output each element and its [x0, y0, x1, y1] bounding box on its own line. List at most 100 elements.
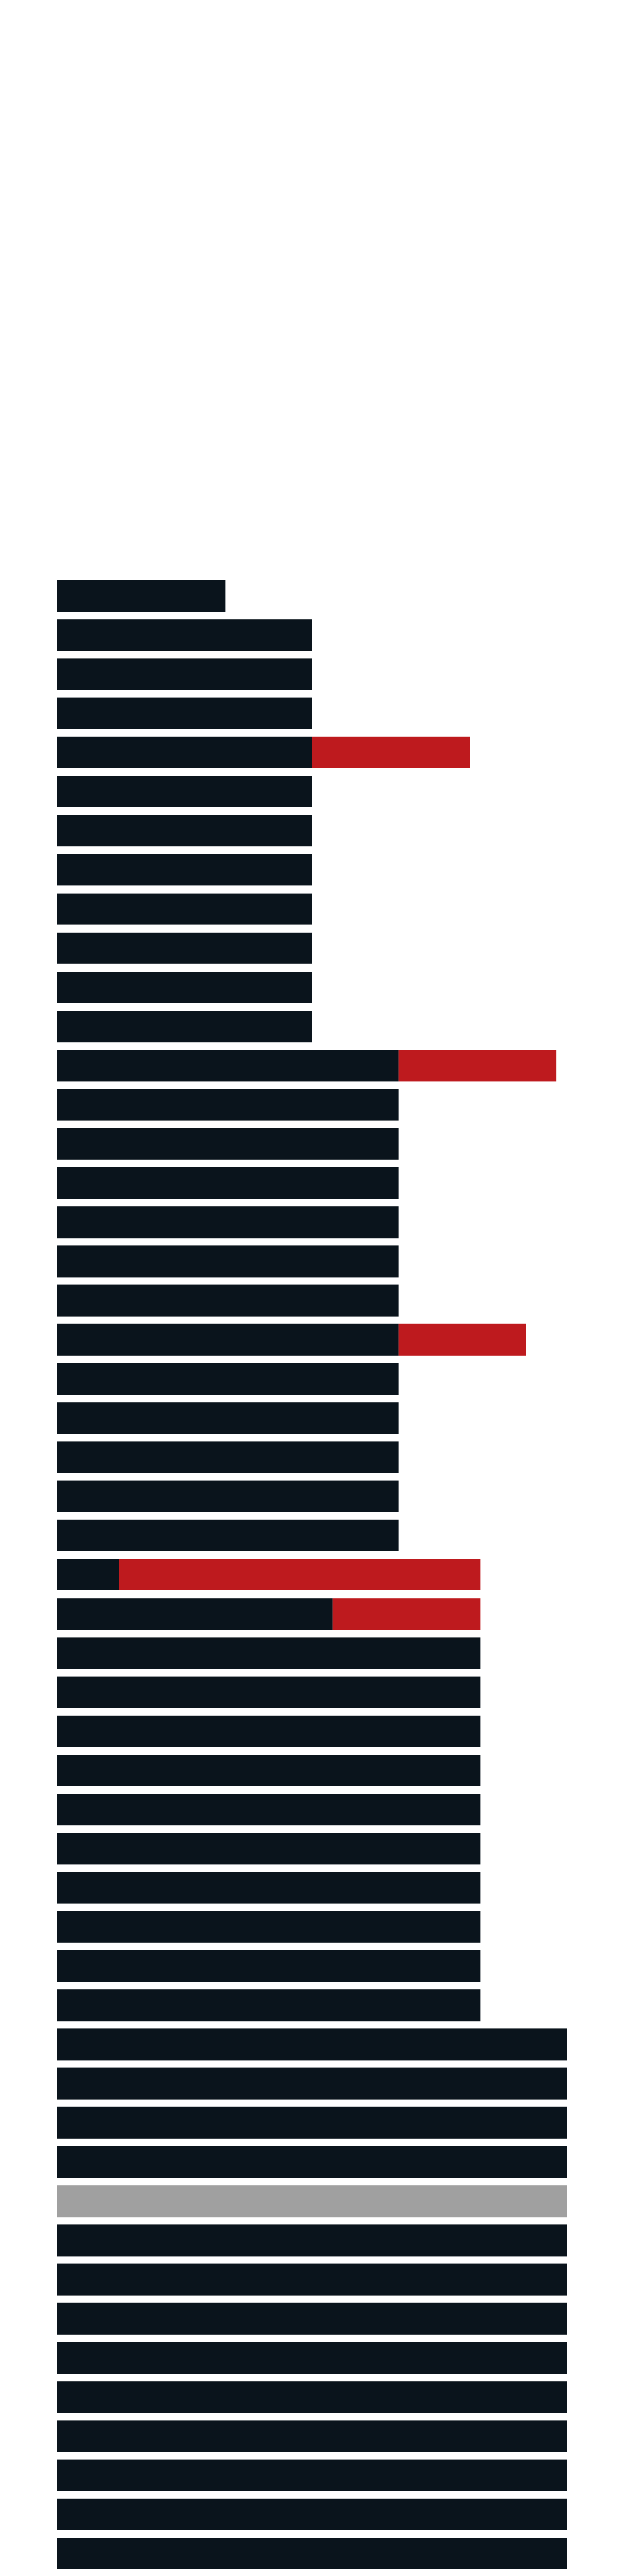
bar-row — [57, 1833, 481, 1865]
bar-row — [57, 1794, 481, 1826]
bar-row — [57, 932, 312, 964]
bar-segment-series-1 — [57, 2146, 567, 2178]
bar-segment-series-1 — [57, 1833, 481, 1865]
bar-segment-series-1 — [57, 2342, 567, 2374]
bar-segment-series-1 — [57, 1872, 481, 1904]
bar-segment-series-1 — [57, 2459, 567, 2491]
bar-segment-series-1 — [57, 736, 312, 768]
bar-segment-series-1 — [57, 1519, 399, 1551]
bar-segment-series-1 — [57, 972, 312, 1003]
bar-row — [57, 2342, 567, 2374]
bar-row — [57, 854, 312, 886]
bar-segment-series-1 — [57, 2420, 567, 2452]
bar-row — [57, 736, 470, 768]
bar-segment-series-2 — [398, 1050, 557, 1082]
bar-segment-series-1 — [57, 1050, 399, 1082]
bar-segment-series-1 — [57, 1441, 399, 1473]
bar-segment-series-1 — [57, 1402, 399, 1434]
bar-row — [57, 2067, 567, 2100]
bar-row — [57, 580, 226, 612]
bar-row — [57, 1989, 481, 2022]
bar-segment-series-1 — [57, 2381, 567, 2413]
bar-row — [57, 2185, 567, 2218]
bar-row — [57, 893, 312, 925]
bar-segment-series-1 — [57, 1011, 312, 1043]
bar-segment-series-1 — [57, 2302, 567, 2335]
bar-row — [57, 1637, 481, 1669]
bar-row — [57, 1559, 481, 1590]
bar-segment-series-2 — [398, 1323, 526, 1356]
bar-row — [57, 1598, 481, 1630]
bar-segment-series-1 — [57, 1637, 481, 1669]
bar-row — [57, 2459, 567, 2491]
bar-segment-series-1 — [57, 580, 226, 612]
bar-segment-series-2 — [312, 736, 470, 768]
bar-row — [57, 2381, 567, 2413]
bar-row — [57, 2302, 567, 2335]
bar-segment-series-1 — [57, 815, 312, 847]
bar-segment-series-1 — [57, 2028, 567, 2061]
bar-row — [57, 2538, 567, 2569]
bar-segment-series-1 — [57, 1989, 481, 2022]
bar-row — [57, 1363, 399, 1395]
bar-row — [57, 2106, 567, 2139]
bar-row — [57, 1676, 481, 1708]
bar-segment-series-3 — [57, 2185, 567, 2218]
bar-row — [57, 1872, 481, 1904]
bar-segment-series-1 — [57, 854, 312, 886]
bar-segment-series-1 — [57, 2538, 567, 2569]
bar-segment-series-1 — [57, 1755, 481, 1786]
bar-row — [57, 1715, 481, 1747]
bar-row — [57, 1206, 399, 1239]
bar-row — [57, 1128, 399, 1160]
bar-row — [57, 2028, 567, 2061]
bar-segment-series-1 — [57, 1950, 481, 1982]
bar-row — [57, 2498, 567, 2530]
bar-segment-series-1 — [57, 1323, 399, 1356]
bar-segment-series-1 — [57, 893, 312, 925]
bar-segment-series-1 — [57, 1598, 333, 1630]
bar-row — [57, 972, 312, 1003]
bar-row — [57, 815, 312, 847]
bar-segment-series-1 — [57, 1676, 481, 1708]
bar-segment-series-1 — [57, 2498, 567, 2530]
bar-segment-series-1 — [57, 1167, 399, 1199]
bar-row — [57, 2224, 567, 2257]
bar-segment-series-1 — [57, 1128, 399, 1160]
bar-segment-series-1 — [57, 2067, 567, 2100]
bar-row — [57, 1519, 399, 1551]
bar-row — [57, 1011, 312, 1043]
bar-segment-series-1 — [57, 1794, 481, 1826]
bar-segment-series-1 — [57, 1089, 399, 1121]
bar-segment-series-1 — [57, 1245, 399, 1278]
bar-segment-series-1 — [57, 2263, 567, 2296]
bar-row — [57, 2420, 567, 2452]
bar-row — [57, 1089, 399, 1121]
bar-row — [57, 1323, 526, 1356]
bar-segment-series-1 — [57, 1911, 481, 1943]
bar-segment-series-1 — [57, 776, 312, 807]
bar-segment-series-1 — [57, 1480, 399, 1512]
bar-row — [57, 1167, 399, 1199]
bar-segment-series-1 — [57, 658, 312, 690]
bar-row — [57, 2146, 567, 2178]
bar-row — [57, 2263, 567, 2296]
bar-row — [57, 1480, 399, 1512]
bar-row — [57, 619, 312, 651]
bar-row — [57, 697, 312, 729]
bar-row — [57, 1284, 399, 1317]
bar-segment-series-2 — [332, 1598, 481, 1630]
bar-row — [57, 1050, 557, 1082]
bar-segment-series-1 — [57, 2224, 567, 2257]
bar-row — [57, 1755, 481, 1786]
bar-segment-series-1 — [57, 1559, 119, 1590]
bar-segment-series-1 — [57, 619, 312, 651]
bar-segment-series-1 — [57, 697, 312, 729]
bar-segment-series-1 — [57, 1284, 399, 1317]
bar-row — [57, 776, 312, 807]
bar-row — [57, 1911, 481, 1943]
bar-row — [57, 1245, 399, 1278]
bar-row — [57, 1402, 399, 1434]
